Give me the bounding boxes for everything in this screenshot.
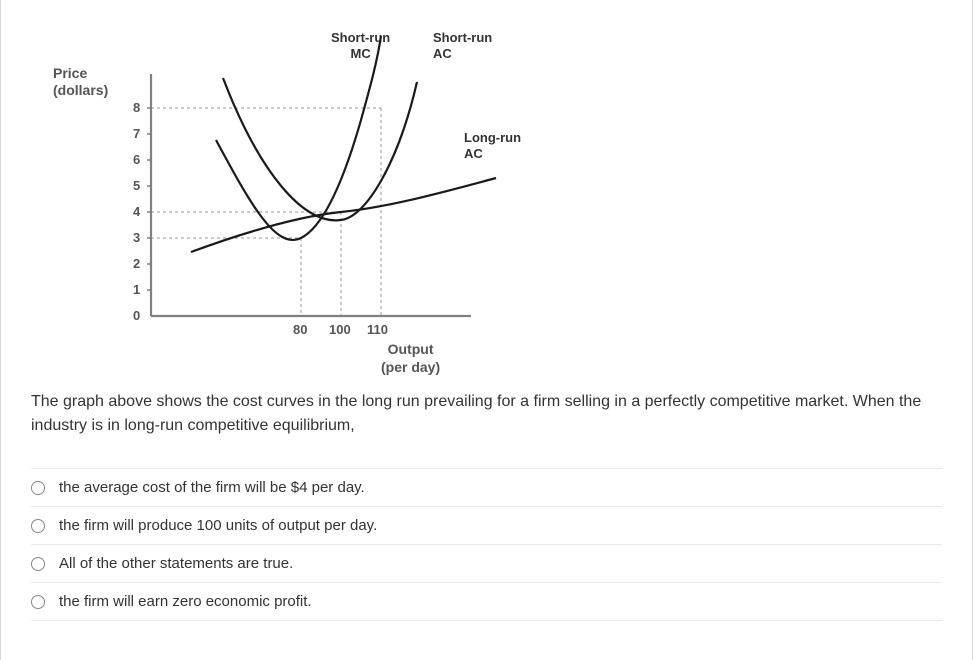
lrac-curve	[191, 178, 496, 252]
question-container: Price (dollars) 8 7 6 5 4 3 2 1 0 Short-…	[0, 0, 973, 660]
chart-svg	[41, 20, 601, 370]
option-label: All of the other statements are true.	[59, 555, 293, 572]
options-list: the average cost of the firm will be $4 …	[31, 468, 942, 621]
option-d[interactable]: the firm will earn zero economic profit.	[31, 583, 942, 621]
radio-icon	[31, 481, 45, 495]
srac-curve	[223, 78, 417, 220]
option-label: the firm will earn zero economic profit.	[59, 593, 312, 610]
option-label: the firm will produce 100 units of outpu…	[59, 517, 377, 534]
radio-icon	[31, 519, 45, 533]
radio-icon	[31, 557, 45, 571]
radio-icon	[31, 595, 45, 609]
option-a[interactable]: the average cost of the firm will be $4 …	[31, 468, 942, 507]
option-label: the average cost of the firm will be $4 …	[59, 479, 365, 496]
cost-curve-chart: Price (dollars) 8 7 6 5 4 3 2 1 0 Short-…	[41, 20, 601, 370]
question-text: The graph above shows the cost curves in…	[31, 390, 942, 438]
option-b[interactable]: the firm will produce 100 units of outpu…	[31, 507, 942, 545]
option-c[interactable]: All of the other statements are true.	[31, 545, 942, 583]
